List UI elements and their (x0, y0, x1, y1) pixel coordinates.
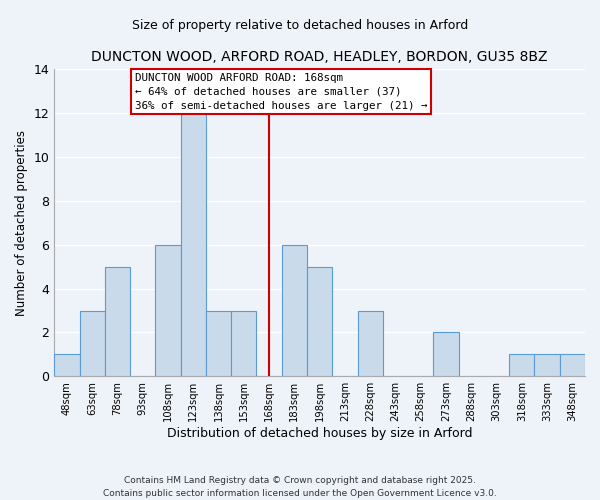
Bar (54, 354, 80, 376)
Bar (358, 310, 383, 376)
Bar (105, 266, 130, 376)
Bar (535, 354, 560, 376)
Bar (560, 354, 585, 376)
Text: Size of property relative to detached houses in Arford: Size of property relative to detached ho… (132, 20, 468, 32)
X-axis label: Distribution of detached houses by size in Arford: Distribution of detached houses by size … (167, 427, 472, 440)
Bar (80, 310, 105, 376)
Title: DUNCTON WOOD, ARFORD ROAD, HEADLEY, BORDON, GU35 8BZ: DUNCTON WOOD, ARFORD ROAD, HEADLEY, BORD… (91, 50, 548, 64)
Bar (282, 245, 307, 376)
Bar (206, 310, 231, 376)
Text: DUNCTON WOOD ARFORD ROAD: 168sqm
← 64% of detached houses are smaller (37)
36% o: DUNCTON WOOD ARFORD ROAD: 168sqm ← 64% o… (135, 72, 428, 110)
Y-axis label: Number of detached properties: Number of detached properties (15, 130, 28, 316)
Text: Contains HM Land Registry data © Crown copyright and database right 2025.
Contai: Contains HM Land Registry data © Crown c… (103, 476, 497, 498)
Bar (307, 266, 332, 376)
Bar (181, 113, 206, 376)
Bar (231, 310, 256, 376)
Bar (155, 245, 181, 376)
Bar (433, 332, 458, 376)
Bar (509, 354, 535, 376)
